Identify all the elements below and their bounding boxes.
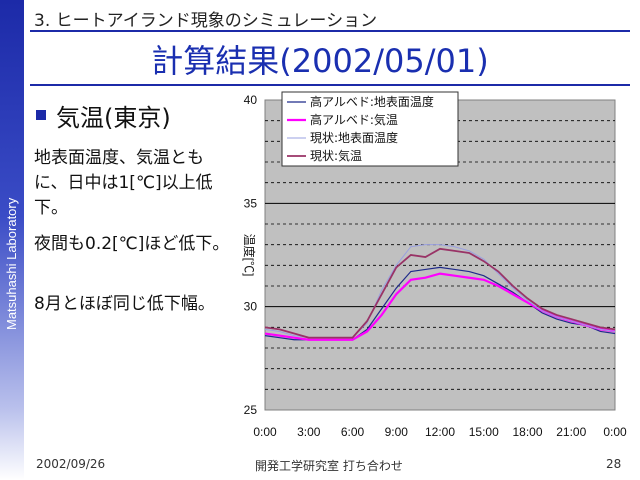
title-divider <box>30 84 630 86</box>
bullet-heading: 気温(東京) <box>56 104 171 132</box>
x-tick-label: 0:00 <box>603 425 627 439</box>
paragraph-2: 夜間も0.2[℃]ほど低下。 <box>34 234 230 254</box>
paragraph-3: 8月とほぼ同じ低下幅。 <box>34 294 215 314</box>
y-axis-label: 温度[℃] <box>242 234 257 277</box>
paragraph-1: 地表面温度、気温ともに、日中は1[℃]以上低下。 <box>34 148 213 218</box>
legend-entry: 現状:気温 <box>310 148 362 163</box>
y-tick-label: 40 <box>244 93 258 107</box>
x-tick-label: 12:00 <box>425 425 455 439</box>
footer-title: 開発工学研究室 打ち合わせ <box>255 459 403 473</box>
page-title: 計算結果(2002/05/01) <box>151 42 489 80</box>
y-tick-label: 35 <box>244 196 258 210</box>
x-tick-label: 21:00 <box>556 425 586 439</box>
bullet-square-icon <box>36 110 46 120</box>
x-tick-label: 9:00 <box>385 425 409 439</box>
x-tick-label: 0:00 <box>253 425 277 439</box>
x-tick-label: 3:00 <box>297 425 321 439</box>
y-tick-label: 30 <box>244 300 258 314</box>
legend-entry: 高アルベド:地表面温度 <box>310 94 434 109</box>
sidebar: Matsuhashi Laboratory <box>0 0 24 480</box>
series-line-4 <box>264 247 616 339</box>
footer-date: 2002/09/26 <box>36 457 106 471</box>
x-tick-label: 15:00 <box>469 425 499 439</box>
page-number: 28 <box>606 457 622 471</box>
x-tick-label: 18:00 <box>512 425 542 439</box>
legend-entry: 高アルベド:気温 <box>310 112 398 127</box>
section-header: 3. ヒートアイランド現象のシミュレーション <box>34 11 378 31</box>
y-tick-label: 25 <box>244 403 258 417</box>
header-divider <box>30 30 630 32</box>
x-tick-label: 6:00 <box>341 425 365 439</box>
legend-entry: 現状:地表面温度 <box>310 130 398 145</box>
